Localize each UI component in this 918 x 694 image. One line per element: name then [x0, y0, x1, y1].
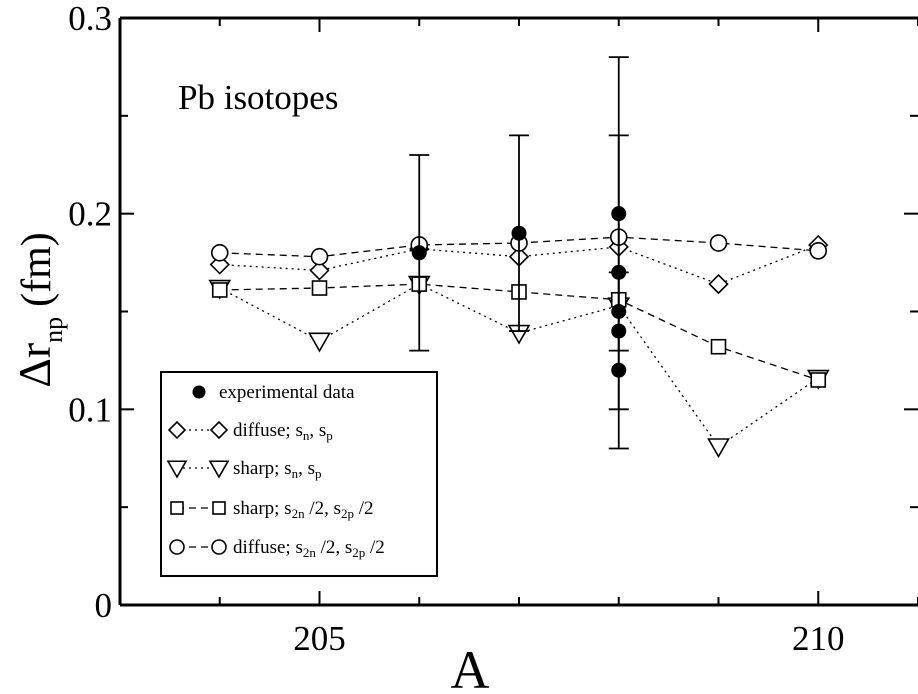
experimental-point [611, 362, 627, 378]
experimental-point-group [611, 362, 627, 378]
legend-text-part: /2, s [305, 498, 341, 519]
legend-subscript: 2p [341, 506, 354, 521]
legend-label: sharp; sn, sp [233, 458, 321, 481]
legend-text-part: /2 [354, 498, 374, 519]
legend-text-part: sharp; s [233, 458, 292, 479]
experimental-point-group [409, 154, 430, 352]
series-point [707, 438, 730, 459]
y-tick-label: 0.3 [68, 0, 112, 38]
legend-label: sharp; s2n /2, s2p /2 [233, 498, 374, 521]
legend-subscript: 2n [303, 545, 317, 560]
legend-marker [169, 539, 185, 555]
legend-box [160, 371, 438, 577]
legend-text-part: , s [309, 420, 326, 441]
legend-subscript: 2p [352, 545, 365, 560]
series-point [210, 244, 229, 262]
series-point [809, 242, 828, 260]
legend-marker [209, 420, 229, 440]
legend-label: experimental data [219, 382, 355, 403]
experimental-point [611, 323, 627, 339]
series-point [308, 332, 331, 353]
legend-text-part: sharp; s [233, 498, 292, 519]
experimental-layer [409, 56, 629, 450]
legend-label: diffuse; s2n /2, s2p /2 [233, 537, 385, 560]
legend-marker [192, 385, 206, 399]
series-point [810, 372, 827, 388]
legend-text-part: diffuse; s [233, 537, 303, 558]
series-point [309, 260, 330, 281]
legend-subscript: p [315, 466, 322, 481]
legend-subscript: p [326, 428, 333, 443]
x-axis-label: A [451, 640, 490, 694]
experimental-point [511, 225, 527, 241]
y-tick-label: 0.1 [68, 390, 112, 429]
legend-entry-2: sharp; sn, sp [166, 458, 321, 481]
legend-subscript: n [292, 466, 299, 481]
series-point [710, 338, 727, 355]
legend-marker [211, 539, 227, 555]
x-tick-label: 210 [792, 619, 845, 658]
experimental-point [611, 304, 627, 319]
legend-entry-1: diffuse; sn, sp [167, 420, 333, 443]
experimental-point [411, 245, 427, 261]
series-point [211, 282, 228, 298]
series-3 [211, 276, 827, 388]
legend-entry-experimental: experimental data [192, 382, 355, 403]
chart-annotation: Pb isotopes [178, 78, 338, 117]
experimental-point-group [611, 323, 627, 339]
x-tick-label: 205 [293, 619, 346, 658]
y-axis-label: Δrnp (fm) [9, 232, 68, 388]
series-point [310, 247, 329, 266]
legend-marker [212, 501, 226, 515]
legend-marker [166, 460, 188, 479]
legend-entry-3: sharp; s2n /2, s2p /2 [170, 498, 374, 521]
axis-ticks: 205 210 0 0.1 0.2 0.3 [68, 0, 918, 658]
legend-text-part: /2 [365, 537, 385, 558]
legend-subscript: 2n [292, 506, 306, 521]
legend-marker [170, 501, 184, 515]
y-axis-label-unit: (fm) [14, 232, 60, 307]
legend-subscript: n [303, 428, 310, 443]
legend-text-part: /2, s [316, 537, 352, 558]
series-point [708, 273, 729, 295]
series-point [311, 280, 328, 296]
experimental-point-group [608, 271, 629, 352]
experimental-point-group [509, 134, 529, 332]
legend-text-part: diffuse; s [233, 420, 303, 441]
y-tick-label: 0.2 [68, 195, 112, 234]
legend-entry-4: diffuse; s2n /2, s2p /2 [169, 537, 385, 560]
y-tick-label: 0 [95, 586, 113, 625]
series-layer [208, 228, 830, 459]
y-axis-label-sub: np [39, 317, 68, 343]
y-axis-label-main: Δr [9, 343, 60, 388]
legend-text-part: , s [298, 458, 315, 479]
series-point [709, 234, 728, 252]
legend-marker [167, 420, 187, 440]
legend-label: diffuse; sn, sp [233, 420, 333, 443]
legend-marker [208, 460, 230, 479]
